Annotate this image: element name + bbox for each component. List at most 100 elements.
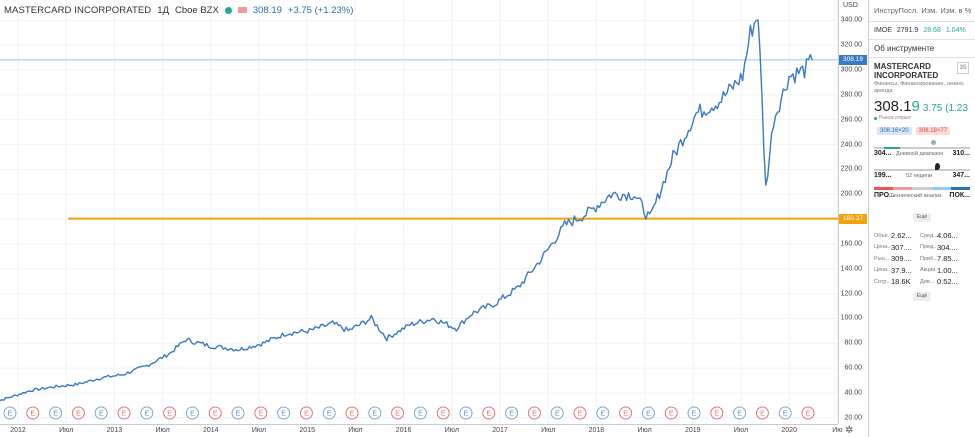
stat-k2: Акции... bbox=[920, 267, 937, 274]
earnings-marker[interactable] bbox=[482, 406, 496, 420]
earnings-marker[interactable] bbox=[71, 406, 85, 420]
earnings-marker-label: E bbox=[30, 411, 35, 418]
earnings-marker[interactable] bbox=[185, 406, 199, 420]
earnings-marker[interactable] bbox=[755, 406, 769, 420]
watchlist-row[interactable]: IMOE 2791.9 28.68 1.04% bbox=[869, 22, 975, 40]
time-axis[interactable]: 2012 Июл 2013 Июл 2014 Июл 2015 Июл 2016 Июл 2017 И… bbox=[0, 424, 843, 437]
y-tick-label: 200.00 bbox=[840, 190, 862, 198]
earnings-marker[interactable] bbox=[778, 406, 792, 420]
earnings-marker[interactable] bbox=[277, 406, 291, 420]
earnings-marker[interactable] bbox=[117, 406, 131, 420]
day-low: 304... bbox=[874, 150, 892, 157]
x-tick-label: 2012 bbox=[10, 427, 26, 434]
earnings-marker-label: E bbox=[8, 411, 13, 418]
earnings-marker[interactable] bbox=[710, 406, 724, 420]
index-name: IMOE bbox=[874, 27, 892, 34]
x-tick-label: 2015 bbox=[299, 427, 315, 434]
earnings-marker[interactable] bbox=[49, 406, 63, 420]
earnings-marker[interactable] bbox=[801, 406, 815, 420]
price-last-digit: 9 bbox=[911, 98, 920, 115]
week52-range-bar bbox=[874, 169, 970, 171]
week52-low: 199... bbox=[874, 172, 892, 179]
stat-k: Объё... bbox=[874, 232, 891, 239]
technical-analysis[interactable]: ПРО... Технический анализ ПОК... bbox=[874, 185, 971, 209]
earnings-marker[interactable] bbox=[163, 406, 177, 420]
company-logo: 35 bbox=[957, 62, 969, 74]
earnings-marker[interactable] bbox=[345, 406, 359, 420]
earnings-marker[interactable] bbox=[322, 406, 336, 420]
week52-marker-icon bbox=[935, 163, 940, 170]
earnings-marker[interactable] bbox=[527, 406, 541, 420]
gear-icon[interactable]: ✲ bbox=[845, 425, 854, 436]
earnings-marker[interactable] bbox=[596, 406, 610, 420]
earnings-marker[interactable] bbox=[413, 406, 427, 420]
stat-row: Объё... 2.62... Сред... 4.06... bbox=[874, 230, 970, 242]
earnings-marker[interactable] bbox=[254, 406, 268, 420]
y-tick-label: 220.00 bbox=[840, 165, 862, 173]
earnings-marker[interactable] bbox=[208, 406, 222, 420]
col-instrument-last[interactable]: ИнструПосл. bbox=[874, 6, 919, 15]
earnings-marker[interactable] bbox=[687, 406, 701, 420]
day-range-marker-icon bbox=[931, 140, 936, 145]
more-stats-button[interactable]: Ещё bbox=[913, 291, 931, 301]
x-tick-label: Июл bbox=[155, 427, 170, 434]
x-tick-label: 2018 bbox=[588, 427, 605, 434]
col-change-pct[interactable]: Изм. в % bbox=[940, 6, 972, 15]
earnings-marker-label: E bbox=[464, 411, 469, 418]
y-tick-label: 80.00 bbox=[844, 339, 862, 347]
earnings-marker[interactable] bbox=[641, 406, 655, 420]
chart-area[interactable]: E E E E E E E E E E E E E E E E E E E E E E E E E E E E E E E E E E E E MAS… bbox=[0, 0, 838, 424]
x-tick-label: 2014 bbox=[203, 427, 219, 434]
earnings-marker[interactable] bbox=[391, 406, 405, 420]
earnings-marker-label: E bbox=[304, 411, 309, 418]
ask-badge: 308.18×77 bbox=[915, 127, 951, 135]
flag-icon[interactable] bbox=[237, 7, 247, 13]
earnings-marker-label: E bbox=[395, 411, 400, 418]
earnings-marker-label: E bbox=[714, 411, 719, 418]
earnings-marker-label: E bbox=[144, 411, 149, 418]
stat-v: 307.... bbox=[891, 242, 912, 252]
market-status-text: Рынок открыт bbox=[879, 115, 911, 121]
earnings-marker[interactable] bbox=[231, 406, 245, 420]
earnings-marker[interactable] bbox=[26, 406, 40, 420]
col-change[interactable]: Изм. bbox=[921, 6, 938, 15]
earnings-marker[interactable] bbox=[3, 406, 17, 420]
interval-label[interactable]: 1Д bbox=[157, 4, 169, 16]
tech-label: Технический анализ bbox=[890, 193, 942, 199]
earnings-marker-label: E bbox=[327, 411, 332, 418]
earnings-marker[interactable] bbox=[619, 406, 633, 420]
stat-v2: 304.... bbox=[937, 242, 958, 252]
earnings-marker-label: E bbox=[555, 411, 560, 418]
stat-v: 18.6K bbox=[891, 277, 911, 287]
earnings-marker[interactable] bbox=[573, 406, 587, 420]
x-tick-label: 2016 bbox=[395, 427, 412, 434]
earnings-marker[interactable] bbox=[733, 406, 747, 420]
earnings-marker[interactable] bbox=[140, 406, 154, 420]
earnings-marker[interactable] bbox=[436, 406, 450, 420]
instrument-price: 308.19 3.75 (1.23 bbox=[869, 95, 975, 115]
earnings-marker[interactable] bbox=[94, 406, 108, 420]
instrument-name: MASTERCARD INCORPORATED 35 bbox=[869, 58, 975, 80]
earnings-marker[interactable] bbox=[505, 406, 519, 420]
stat-k2: Пред... bbox=[920, 244, 937, 251]
earnings-marker[interactable] bbox=[550, 406, 564, 420]
earnings-marker[interactable] bbox=[459, 406, 473, 420]
header-price: 308.19 bbox=[252, 4, 282, 16]
level-label: 180.37 bbox=[839, 213, 867, 224]
earnings-marker[interactable] bbox=[368, 406, 382, 420]
earnings-marker-label: E bbox=[669, 411, 674, 418]
technical-bar bbox=[874, 187, 971, 190]
more-button[interactable]: Ещё bbox=[913, 213, 931, 222]
y-tick-label: 120.00 bbox=[840, 290, 862, 298]
price-axis[interactable]: 340.00 320.00 300.00 280.00 260.00 240.00 220.… bbox=[838, 0, 868, 424]
about-section-title: Об инструменте bbox=[869, 40, 975, 58]
earnings-marker-label: E bbox=[783, 411, 788, 418]
stat-k2: Див... bbox=[920, 278, 935, 285]
earnings-marker[interactable] bbox=[299, 406, 313, 420]
earnings-marker[interactable] bbox=[664, 406, 678, 420]
y-tick-label: 340.00 bbox=[840, 16, 862, 24]
x-tick-label: Июл bbox=[541, 427, 556, 434]
y-tick-label: 280.00 bbox=[840, 91, 862, 99]
stat-k2: Сред... bbox=[920, 232, 937, 239]
